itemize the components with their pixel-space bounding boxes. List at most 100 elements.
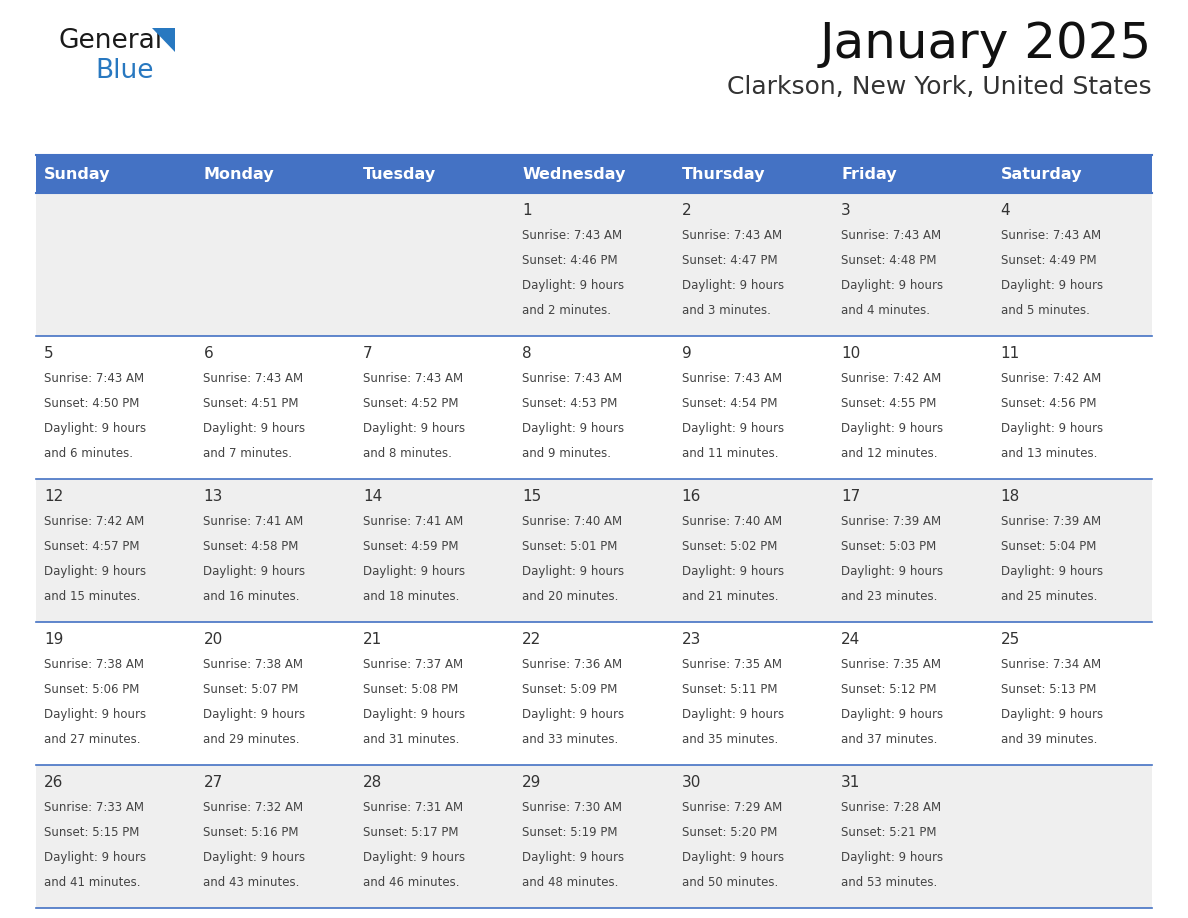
Bar: [514, 155, 674, 193]
Bar: [833, 155, 992, 193]
Text: Daylight: 9 hours: Daylight: 9 hours: [523, 708, 625, 721]
Text: and 7 minutes.: and 7 minutes.: [203, 447, 292, 460]
Text: Sunset: 5:06 PM: Sunset: 5:06 PM: [44, 683, 139, 696]
Text: 20: 20: [203, 632, 222, 647]
Bar: [992, 155, 1152, 193]
Text: and 18 minutes.: and 18 minutes.: [362, 590, 460, 603]
Text: Sunrise: 7:37 AM: Sunrise: 7:37 AM: [362, 658, 463, 671]
Text: and 3 minutes.: and 3 minutes.: [682, 304, 771, 317]
Text: and 9 minutes.: and 9 minutes.: [523, 447, 612, 460]
Text: Sunrise: 7:40 AM: Sunrise: 7:40 AM: [682, 515, 782, 528]
Text: 2: 2: [682, 203, 691, 218]
Text: Sunset: 5:12 PM: Sunset: 5:12 PM: [841, 683, 936, 696]
Text: Sunset: 5:21 PM: Sunset: 5:21 PM: [841, 826, 936, 839]
Text: Sunrise: 7:31 AM: Sunrise: 7:31 AM: [362, 800, 463, 813]
Text: Sunset: 5:17 PM: Sunset: 5:17 PM: [362, 826, 459, 839]
Text: 9: 9: [682, 346, 691, 361]
Text: 10: 10: [841, 346, 860, 361]
Text: Daylight: 9 hours: Daylight: 9 hours: [523, 851, 625, 864]
Bar: [36, 479, 196, 622]
Text: Daylight: 9 hours: Daylight: 9 hours: [1000, 421, 1102, 435]
Text: Sunrise: 7:43 AM: Sunrise: 7:43 AM: [362, 372, 463, 385]
Text: Sunrise: 7:43 AM: Sunrise: 7:43 AM: [841, 229, 941, 241]
Bar: [36, 765, 196, 908]
Text: 28: 28: [362, 775, 383, 790]
Text: Daylight: 9 hours: Daylight: 9 hours: [523, 565, 625, 577]
Text: Sunrise: 7:43 AM: Sunrise: 7:43 AM: [523, 372, 623, 385]
Text: and 8 minutes.: and 8 minutes.: [362, 447, 451, 460]
Text: Monday: Monday: [203, 167, 274, 183]
Bar: [196, 155, 355, 193]
Text: Sunset: 5:16 PM: Sunset: 5:16 PM: [203, 826, 299, 839]
Text: 26: 26: [44, 775, 63, 790]
Text: Sunset: 5:03 PM: Sunset: 5:03 PM: [841, 540, 936, 553]
Text: Sunset: 4:51 PM: Sunset: 4:51 PM: [203, 397, 299, 409]
Text: and 15 minutes.: and 15 minutes.: [44, 590, 140, 603]
Text: Sunrise: 7:36 AM: Sunrise: 7:36 AM: [523, 658, 623, 671]
Bar: [833, 479, 992, 622]
Text: 16: 16: [682, 489, 701, 504]
Bar: [514, 479, 674, 622]
Text: 23: 23: [682, 632, 701, 647]
Text: Daylight: 9 hours: Daylight: 9 hours: [362, 565, 465, 577]
Text: Sunrise: 7:32 AM: Sunrise: 7:32 AM: [203, 800, 303, 813]
Text: Sunrise: 7:40 AM: Sunrise: 7:40 AM: [523, 515, 623, 528]
Bar: [36, 622, 196, 765]
Text: Sunset: 4:48 PM: Sunset: 4:48 PM: [841, 253, 936, 267]
Text: 13: 13: [203, 489, 223, 504]
Text: 3: 3: [841, 203, 851, 218]
Text: Sunset: 4:54 PM: Sunset: 4:54 PM: [682, 397, 777, 409]
Text: Daylight: 9 hours: Daylight: 9 hours: [44, 421, 146, 435]
Text: Sunrise: 7:33 AM: Sunrise: 7:33 AM: [44, 800, 144, 813]
Bar: [514, 336, 674, 479]
Text: Daylight: 9 hours: Daylight: 9 hours: [523, 279, 625, 292]
Text: Sunset: 4:46 PM: Sunset: 4:46 PM: [523, 253, 618, 267]
Text: Sunset: 5:02 PM: Sunset: 5:02 PM: [682, 540, 777, 553]
Bar: [833, 336, 992, 479]
Text: Daylight: 9 hours: Daylight: 9 hours: [44, 708, 146, 721]
Text: 6: 6: [203, 346, 213, 361]
Text: Sunrise: 7:39 AM: Sunrise: 7:39 AM: [1000, 515, 1100, 528]
Text: January 2025: January 2025: [820, 20, 1152, 68]
Bar: [196, 765, 355, 908]
Bar: [674, 479, 833, 622]
Text: Daylight: 9 hours: Daylight: 9 hours: [1000, 565, 1102, 577]
Bar: [196, 479, 355, 622]
Bar: [674, 193, 833, 336]
Bar: [992, 765, 1152, 908]
Text: Daylight: 9 hours: Daylight: 9 hours: [44, 851, 146, 864]
Text: Daylight: 9 hours: Daylight: 9 hours: [203, 565, 305, 577]
Text: Daylight: 9 hours: Daylight: 9 hours: [841, 279, 943, 292]
Text: 15: 15: [523, 489, 542, 504]
Polygon shape: [152, 28, 175, 52]
Text: and 16 minutes.: and 16 minutes.: [203, 590, 299, 603]
Text: Sunset: 4:52 PM: Sunset: 4:52 PM: [362, 397, 459, 409]
Text: and 21 minutes.: and 21 minutes.: [682, 590, 778, 603]
Bar: [355, 155, 514, 193]
Text: and 39 minutes.: and 39 minutes.: [1000, 733, 1097, 745]
Bar: [355, 479, 514, 622]
Text: Daylight: 9 hours: Daylight: 9 hours: [203, 421, 305, 435]
Text: Sunset: 4:58 PM: Sunset: 4:58 PM: [203, 540, 298, 553]
Text: Daylight: 9 hours: Daylight: 9 hours: [682, 421, 784, 435]
Text: Daylight: 9 hours: Daylight: 9 hours: [362, 421, 465, 435]
Text: Daylight: 9 hours: Daylight: 9 hours: [841, 851, 943, 864]
Bar: [674, 155, 833, 193]
Text: and 37 minutes.: and 37 minutes.: [841, 733, 937, 745]
Text: Sunrise: 7:43 AM: Sunrise: 7:43 AM: [203, 372, 303, 385]
Text: and 33 minutes.: and 33 minutes.: [523, 733, 619, 745]
Text: Sunrise: 7:41 AM: Sunrise: 7:41 AM: [362, 515, 463, 528]
Text: 19: 19: [44, 632, 63, 647]
Text: 14: 14: [362, 489, 383, 504]
Bar: [196, 336, 355, 479]
Text: Friday: Friday: [841, 167, 897, 183]
Text: Sunrise: 7:43 AM: Sunrise: 7:43 AM: [682, 372, 782, 385]
Text: Sunrise: 7:34 AM: Sunrise: 7:34 AM: [1000, 658, 1100, 671]
Text: Sunrise: 7:43 AM: Sunrise: 7:43 AM: [1000, 229, 1100, 241]
Bar: [674, 336, 833, 479]
Text: Daylight: 9 hours: Daylight: 9 hours: [1000, 708, 1102, 721]
Text: Daylight: 9 hours: Daylight: 9 hours: [841, 565, 943, 577]
Text: Daylight: 9 hours: Daylight: 9 hours: [682, 279, 784, 292]
Text: 29: 29: [523, 775, 542, 790]
Text: Sunrise: 7:38 AM: Sunrise: 7:38 AM: [203, 658, 303, 671]
